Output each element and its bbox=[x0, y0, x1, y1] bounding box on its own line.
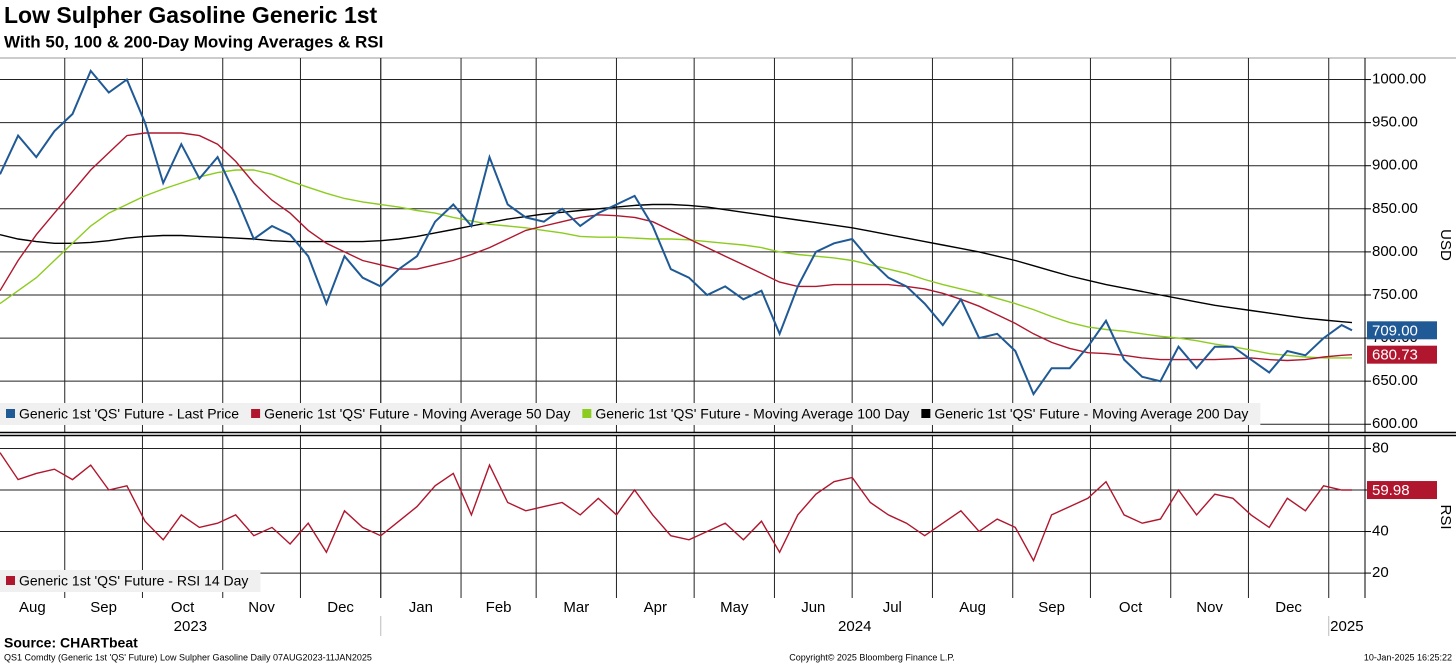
y-tick-label: 1000.00 bbox=[1372, 71, 1426, 88]
x-tick-label: Nov bbox=[248, 599, 275, 616]
legend-label: Generic 1st 'QS' Future - Moving Average… bbox=[934, 406, 1248, 422]
series-line bbox=[0, 69, 1353, 397]
value-box bbox=[1367, 321, 1437, 340]
value-label: 59.98 bbox=[1372, 482, 1410, 499]
x-tick-label: Sep bbox=[1038, 599, 1065, 616]
legend-swatch bbox=[582, 409, 592, 418]
source: Source: CHARTbeat bbox=[4, 635, 138, 651]
x-tick-label: Apr bbox=[644, 599, 667, 616]
year-label: 2025 bbox=[1330, 618, 1363, 635]
chart-title: Low Sulpher Gasoline Generic 1st bbox=[4, 2, 378, 28]
legend-label: Generic 1st 'QS' Future - Moving Average… bbox=[595, 406, 909, 422]
y-axis-label: USD bbox=[1437, 229, 1454, 261]
legend-label: Generic 1st 'QS' Future - RSI 14 Day bbox=[19, 573, 248, 589]
legend-swatch bbox=[921, 409, 931, 418]
value-box bbox=[1367, 481, 1437, 500]
y-tick-label: 850.00 bbox=[1372, 200, 1418, 217]
legend-swatch bbox=[6, 576, 15, 585]
legend-label: Generic 1st 'QS' Future - Last Price bbox=[19, 406, 239, 422]
y-tick-label: 40 bbox=[1372, 523, 1389, 540]
y-tick-label: 900.00 bbox=[1372, 157, 1418, 174]
x-tick-label: Oct bbox=[171, 599, 195, 616]
x-tick-label: Jul bbox=[883, 599, 902, 616]
y-tick-label: 650.00 bbox=[1372, 372, 1418, 389]
x-tick-label: Sep bbox=[90, 599, 117, 616]
y-axis-label: RSI bbox=[1437, 504, 1454, 529]
x-tick-label: Jan bbox=[409, 599, 433, 616]
y-tick-label: 80 bbox=[1372, 439, 1389, 456]
value-label: 709.00 bbox=[1372, 322, 1418, 339]
y-tick-label: 750.00 bbox=[1372, 286, 1418, 303]
value-box bbox=[1367, 345, 1437, 364]
y-tick-label: 20 bbox=[1372, 564, 1389, 581]
x-tick-label: May bbox=[720, 599, 749, 616]
legend-bg bbox=[0, 570, 261, 592]
series-line bbox=[0, 132, 1353, 362]
x-tick-label: Dec bbox=[327, 599, 354, 616]
chart-subtitle: With 50, 100 & 200-Day Moving Averages &… bbox=[4, 32, 383, 51]
x-tick-label: Mar bbox=[563, 599, 589, 616]
year-label: 2024 bbox=[838, 618, 871, 635]
legend-swatch bbox=[6, 409, 15, 418]
x-tick-label: Dec bbox=[1275, 599, 1302, 616]
legend-swatch bbox=[251, 409, 261, 418]
legend-bg bbox=[0, 403, 1261, 425]
series-line bbox=[0, 203, 1353, 324]
legend-label: Generic 1st 'QS' Future - Moving Average… bbox=[264, 406, 570, 422]
x-tick-label: Aug bbox=[959, 599, 986, 616]
x-tick-label: Jun bbox=[801, 599, 825, 616]
footer-right: 10-Jan-2025 16:25:22 bbox=[1364, 652, 1452, 662]
footer-left: QS1 Comdty (Generic 1st 'QS' Future) Low… bbox=[4, 652, 372, 662]
plot-layer: 600.00650.00700.00750.00800.00850.00900.… bbox=[0, 58, 1456, 636]
y-tick-label: 950.00 bbox=[1372, 114, 1418, 131]
x-tick-label: Oct bbox=[1119, 599, 1143, 616]
x-tick-label: Nov bbox=[1196, 599, 1223, 616]
year-label: 2023 bbox=[174, 618, 207, 635]
series-line bbox=[0, 452, 1352, 563]
footer-center: Copyright© 2025 Bloomberg Finance L.P. bbox=[789, 652, 955, 662]
y-tick-label: 800.00 bbox=[1372, 243, 1418, 260]
x-tick-label: Aug bbox=[19, 599, 46, 616]
x-tick-label: Feb bbox=[486, 599, 512, 616]
y-tick-label: 600.00 bbox=[1372, 415, 1418, 432]
series-line bbox=[0, 169, 1352, 359]
value-label: 680.73 bbox=[1372, 347, 1418, 364]
